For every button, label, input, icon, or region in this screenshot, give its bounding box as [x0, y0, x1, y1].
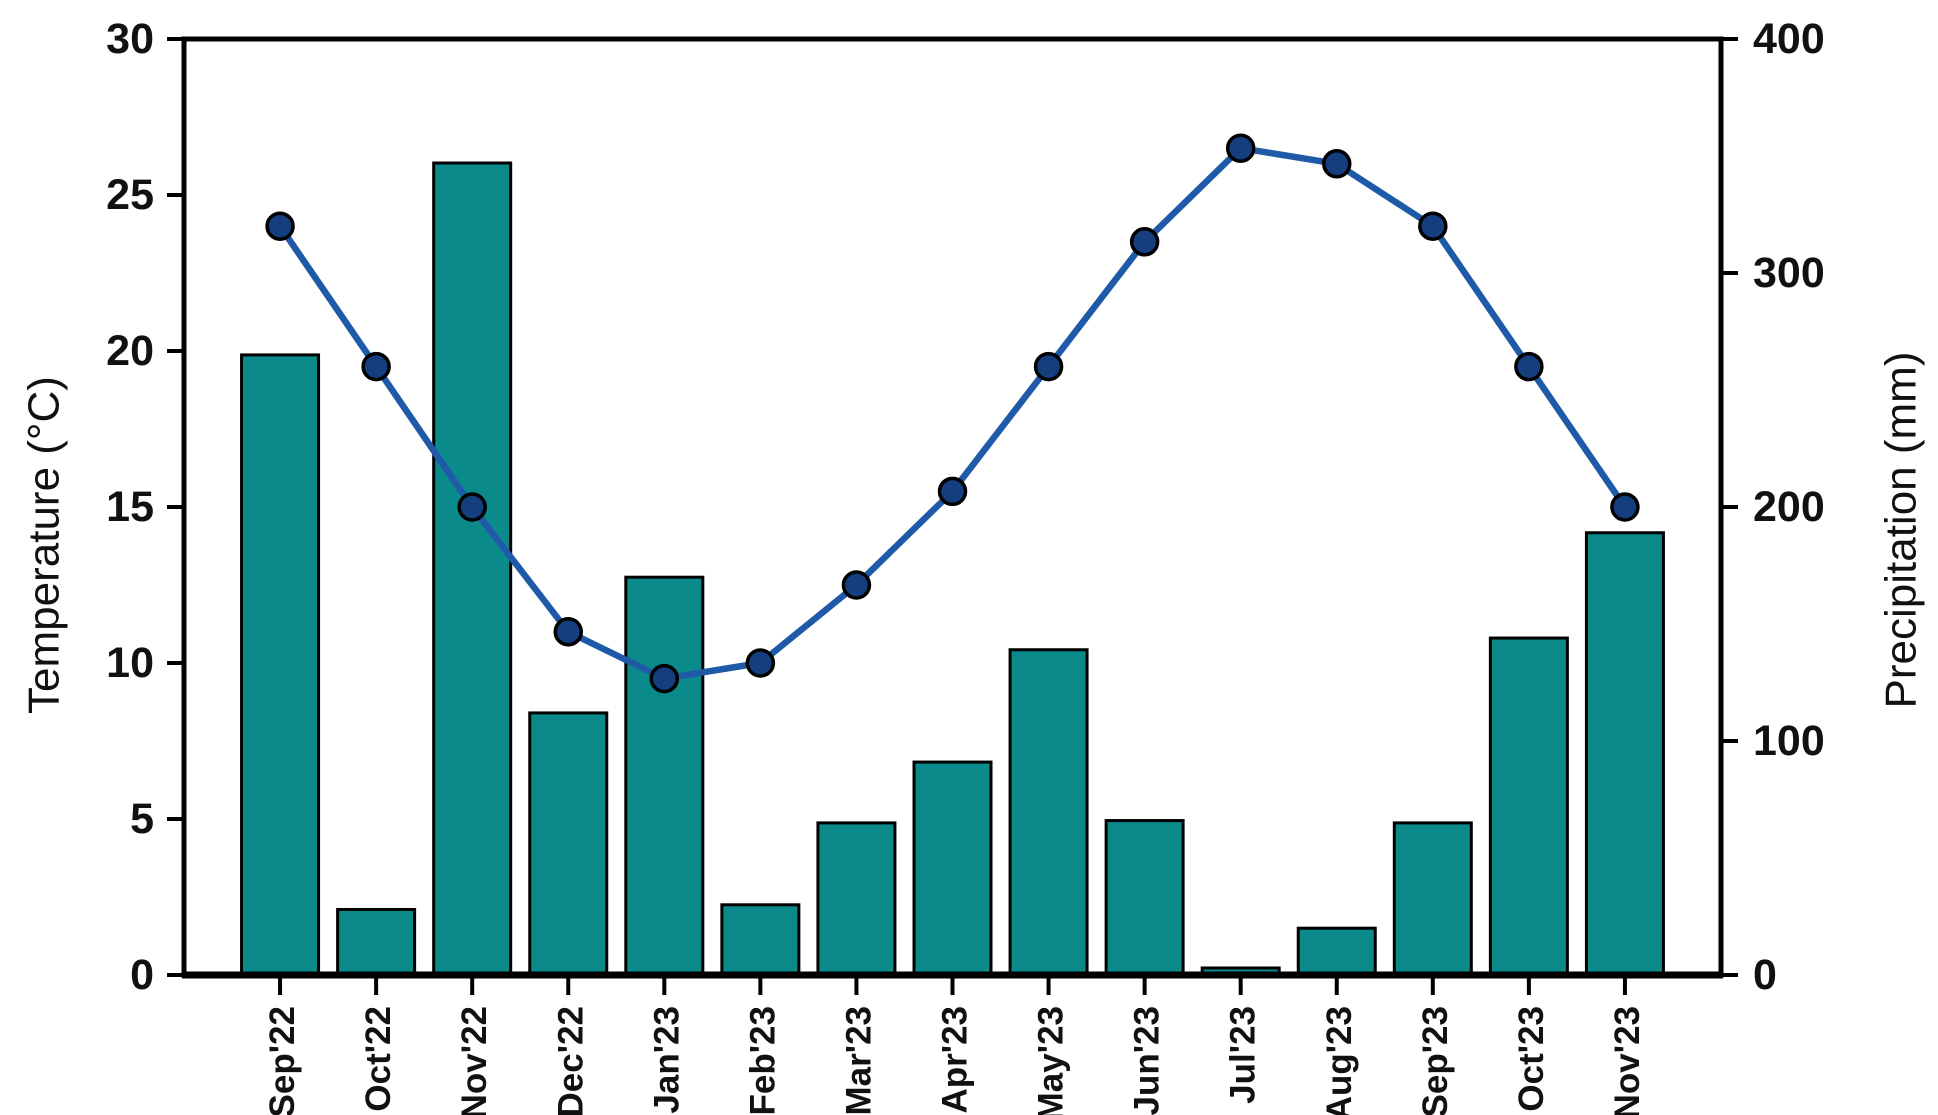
y-left-tick-label: 20: [106, 327, 154, 375]
y-right-tick-label: 100: [1753, 717, 1825, 765]
y-left-tick-label: 30: [106, 15, 154, 63]
temperature-point-jul23: [1225, 133, 1256, 163]
bar-may23: [1008, 648, 1089, 977]
y-axis-right: 0 100 200 300 400: [1721, 15, 1825, 999]
temperature-point-may23: [1033, 351, 1064, 382]
bar-dec22: [528, 711, 609, 977]
temperature-point-jan23: [649, 663, 680, 694]
x-label-may23: May'23: [1032, 1006, 1071, 1115]
x-label-jun23: Jun'23: [1128, 1006, 1167, 1115]
x-label-apr23: Apr'23: [936, 1006, 975, 1114]
x-axis: Sep'22 Oct'22 Nov'22 Dec'22 Jan'23 Feb'23 Mar'…: [263, 975, 1647, 1115]
x-label-sep22: Sep'22: [263, 1006, 302, 1115]
bar-apr23: [912, 760, 993, 977]
y-right-tick-label: 0: [1753, 951, 1777, 999]
temperature-point-aug23: [1322, 149, 1352, 179]
bar-oct23: [1488, 636, 1569, 977]
x-label-oct22: Oct'22: [359, 1006, 398, 1112]
bar-jun23: [1104, 819, 1185, 977]
temperature-line-layer: [265, 133, 1640, 694]
x-label-jan23: Jan'23: [647, 1006, 686, 1114]
x-label-sep23: Sep'23: [1416, 1006, 1455, 1115]
bar-sep22: [240, 353, 321, 977]
temperature-point-mar23: [841, 570, 872, 600]
temperature-point-sep23: [1418, 211, 1448, 241]
x-label-nov23: Nov'23: [1608, 1006, 1647, 1115]
temperature-point-dec22: [553, 617, 583, 647]
bar-mar23: [816, 821, 897, 977]
y-axis-left: 0 5 10 15 20 25 30: [106, 15, 184, 999]
y-right-tick-label: 400: [1753, 15, 1825, 63]
temperature-point-nov23: [1610, 492, 1640, 522]
temperature-point-sep22: [265, 211, 295, 241]
x-label-nov22: Nov'22: [455, 1006, 494, 1115]
bar-nov22: [432, 161, 513, 977]
y-right-tick-label: 300: [1753, 249, 1825, 297]
temperature-point-feb23: [745, 648, 776, 678]
temperature-point-oct23: [1514, 351, 1544, 382]
bar-feb23: [720, 903, 801, 977]
y-left-tick-label: 0: [130, 951, 154, 999]
y-left-tick-label: 5: [130, 795, 154, 843]
bar-sep23: [1392, 821, 1473, 977]
x-label-feb23: Feb'23: [743, 1006, 782, 1115]
y-left-tick-label: 10: [106, 639, 154, 687]
x-label-aug23: Aug'23: [1320, 1006, 1359, 1115]
x-label-dec22: Dec'22: [551, 1006, 590, 1115]
bar-aug23: [1296, 926, 1377, 977]
precipitation-bars-layer: [240, 161, 1665, 977]
bar-jan23: [624, 575, 705, 977]
temperature-point-jun23: [1129, 227, 1160, 257]
y-left-tick-label: 25: [106, 171, 154, 219]
y-right-tick-label: 200: [1753, 483, 1825, 531]
left-axis-title: Temperature (°C): [20, 376, 69, 714]
temperature-point-oct22: [361, 351, 391, 382]
temperature-point-apr23: [937, 476, 968, 507]
bar-oct22: [336, 907, 417, 977]
x-label-jul23: Jul'23: [1224, 1006, 1263, 1104]
right-axis-title: Precipitation (mm): [1877, 352, 1926, 709]
x-label-oct23: Oct'23: [1512, 1006, 1551, 1112]
x-label-mar23: Mar'23: [839, 1006, 878, 1115]
bar-nov23: [1584, 531, 1665, 977]
temperature-point-nov22: [457, 492, 487, 522]
y-left-tick-label: 15: [106, 483, 154, 531]
